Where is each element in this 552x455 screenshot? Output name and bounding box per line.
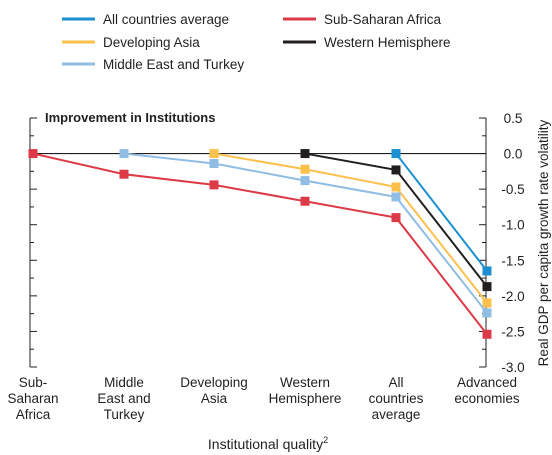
series-all-countries-average bbox=[391, 149, 492, 276]
x-tick-label: Developing Asia bbox=[180, 375, 248, 406]
x-tick-label-line: Turkey bbox=[104, 407, 145, 422]
series-sub-saharan-africa bbox=[28, 149, 492, 339]
data-point bbox=[119, 149, 129, 159]
y-axis-label: Real GDP per capita growth rate volatili… bbox=[536, 119, 551, 366]
series-line bbox=[32, 152, 488, 335]
y-tick-label: -1.5 bbox=[501, 253, 524, 268]
data-point bbox=[391, 149, 401, 159]
x-tick-label: Western Hemisphere bbox=[269, 375, 342, 406]
data-point bbox=[300, 176, 310, 186]
x-tick-label-line: Asia bbox=[201, 391, 228, 406]
data-point bbox=[482, 329, 492, 339]
legend-label: Sub-Saharan Africa bbox=[324, 12, 442, 27]
series-middle-east-and-turkey bbox=[119, 149, 492, 318]
x-tick-label-line: Middle bbox=[104, 375, 144, 390]
x-tick-label-line: Western bbox=[280, 375, 330, 390]
x-tick-label-line: Developing bbox=[180, 375, 248, 390]
series-layer bbox=[28, 149, 492, 339]
x-tick-label: All countries average bbox=[369, 375, 424, 422]
x-tick-label-line: Saharan bbox=[7, 391, 58, 406]
y-tick-label: -2.0 bbox=[501, 289, 524, 304]
y-tick-label: -3.0 bbox=[501, 360, 524, 375]
series-line bbox=[395, 152, 488, 272]
x-tick-label-line: Advanced bbox=[457, 375, 517, 390]
data-point bbox=[209, 149, 219, 159]
legend-label: Developing Asia bbox=[103, 35, 200, 50]
series-developing-asia bbox=[209, 149, 492, 308]
data-point bbox=[391, 192, 401, 202]
y-tick-label: -1.0 bbox=[501, 218, 524, 233]
axes: 0.5 0.0 -0.5 -1.0 -1.5 -2.0 -2.5 -3.0 Sub-Sahara… bbox=[7, 111, 524, 422]
data-point bbox=[209, 180, 219, 190]
data-point bbox=[28, 149, 38, 159]
x-tick-label-line: economies bbox=[454, 391, 520, 406]
x-tick-label-line: East and bbox=[97, 391, 150, 406]
x-tick-label: Middle East and Turkey bbox=[97, 375, 150, 422]
x-tick-label-line: Africa bbox=[16, 407, 51, 422]
x-tick-label-line: All bbox=[388, 375, 403, 390]
data-point bbox=[482, 282, 492, 292]
y-tick-label: 0.0 bbox=[504, 147, 523, 162]
data-point bbox=[391, 165, 401, 175]
legend: All countries average Sub-Saharan Africa D… bbox=[62, 12, 451, 72]
data-point bbox=[300, 196, 310, 206]
x-tick-label-line: average bbox=[372, 407, 421, 422]
legend-label: Western Hemisphere bbox=[324, 35, 451, 50]
y-tick-label: 0.5 bbox=[504, 111, 523, 126]
data-point bbox=[300, 149, 310, 159]
y-tick-label: -0.5 bbox=[501, 182, 524, 197]
data-point bbox=[209, 159, 219, 169]
x-tick-label-line: Sub- bbox=[19, 375, 48, 390]
data-point bbox=[391, 213, 401, 223]
x-axis-label-superscript: 2 bbox=[323, 435, 328, 445]
data-point bbox=[482, 266, 492, 276]
x-axis-label: Institutional quality2 bbox=[208, 435, 328, 452]
x-tick-label-line: countries bbox=[369, 391, 424, 406]
legend-label: Middle East and Turkey bbox=[103, 57, 244, 72]
chart-title: Improvement in Institutions bbox=[45, 110, 215, 125]
data-point bbox=[119, 169, 129, 179]
data-point bbox=[482, 298, 492, 308]
data-point bbox=[391, 182, 401, 192]
x-axis-label-text: Institutional quality bbox=[208, 436, 323, 452]
y-tick-label: -2.5 bbox=[501, 324, 524, 339]
x-tick-label-line: Hemisphere bbox=[269, 391, 342, 406]
x-tick-label: Advanced economies bbox=[454, 375, 520, 406]
data-point bbox=[482, 308, 492, 318]
series-line bbox=[213, 152, 488, 304]
x-tick-label: Sub-Saharan Africa bbox=[7, 375, 58, 422]
data-point bbox=[300, 164, 310, 174]
series-western-hemisphere bbox=[300, 149, 492, 292]
legend-label: All countries average bbox=[103, 12, 229, 27]
